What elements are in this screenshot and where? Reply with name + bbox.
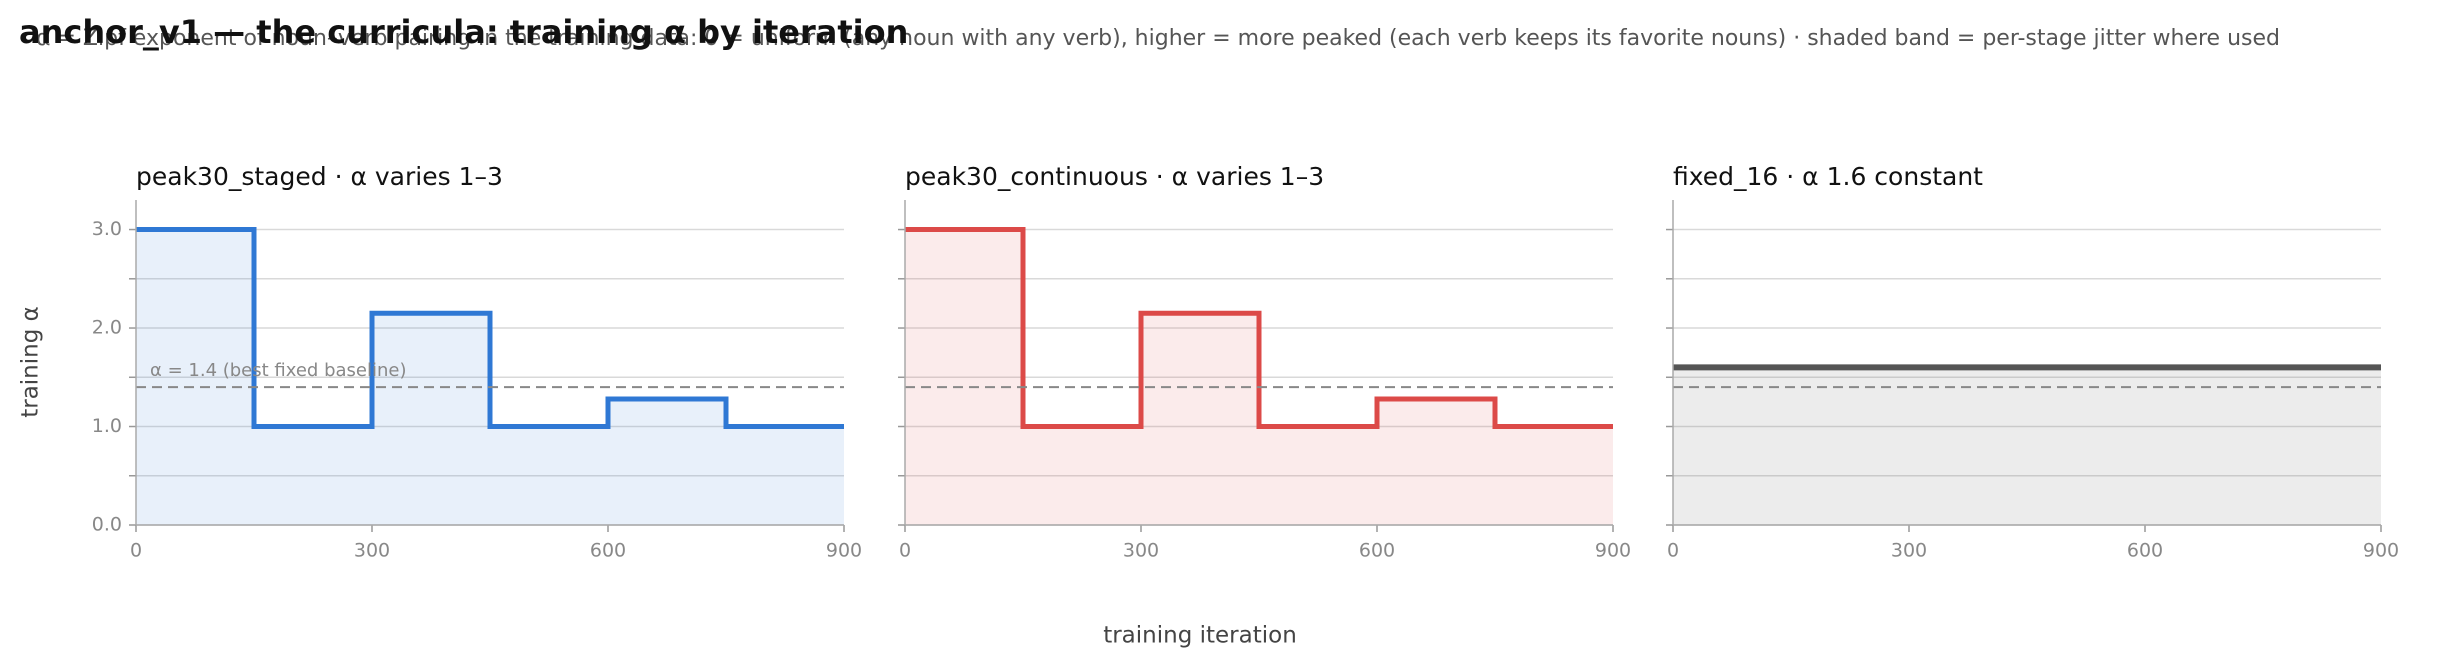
x-tick-label: 900 (1595, 540, 1631, 562)
subtitle: α = Zipf exponent of noun–verb pairing i… (36, 26, 2280, 51)
x-tick-label: 300 (354, 540, 390, 562)
x-tick-label: 0 (1667, 540, 1679, 562)
y-tick-label: 3.0 (92, 218, 122, 240)
x-tick-label: 600 (2127, 540, 2163, 562)
title: anchor_v1 — the curricula: training α by… (19, 13, 908, 51)
step-line (905, 227, 1613, 430)
baseline-label: α = 1.4 (best fixed baseline) (150, 360, 407, 381)
panel-title: fixed_16 · α 1.6 constant (1673, 162, 1983, 191)
x-tick-label: 600 (1359, 540, 1395, 562)
panel-title: peak30_continuous · α varies 1–3 (905, 162, 1324, 191)
panel-title: peak30_staged · α varies 1–3 (136, 162, 503, 191)
x-tick-label: 900 (2363, 540, 2399, 562)
x-tick-label: 900 (826, 540, 862, 562)
x-tick-label: 300 (1891, 540, 1927, 562)
y-tick-label: 0.0 (92, 514, 122, 536)
area (1673, 367, 2381, 525)
x-tick-label: 600 (590, 540, 626, 562)
y-tick-label: 1.0 (92, 415, 122, 437)
x-tick-label: 0 (899, 540, 911, 562)
y-tick-label: 2.0 (92, 317, 122, 339)
x-tick-label: 0 (130, 540, 142, 562)
step-line (136, 227, 844, 430)
x-axis-label: training iteration (1103, 623, 1297, 649)
x-tick-label: 300 (1123, 540, 1159, 562)
y-axis-label: training α (18, 306, 44, 418)
